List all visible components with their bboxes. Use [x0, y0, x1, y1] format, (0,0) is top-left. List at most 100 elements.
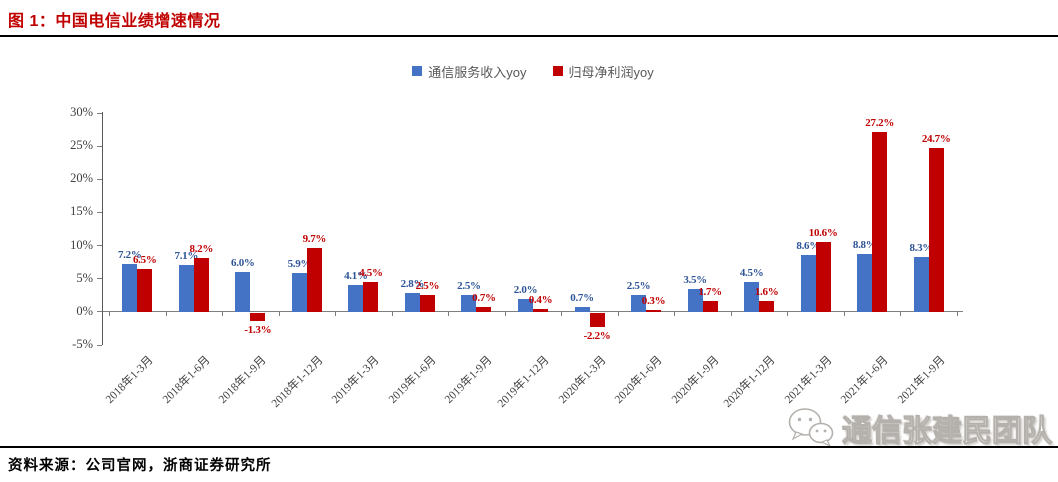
title-divider — [0, 35, 1058, 37]
bar-revenue — [178, 264, 194, 312]
x-axis-tick — [278, 311, 280, 316]
bar-data-label: 24.7% — [921, 133, 951, 146]
legend-label: 通信服务收入yoy — [428, 64, 527, 80]
x-axis-tick — [617, 311, 619, 316]
figure-title: 图 1：中国电信业绩增速情况 — [8, 13, 221, 30]
bar-data-label: 5.9% — [287, 257, 312, 270]
x-axis-tick — [109, 311, 110, 316]
y-axis-label: 0% — [76, 303, 93, 318]
bar-data-label: -2.2% — [583, 330, 611, 343]
bar-data-label: 2.5% — [415, 280, 440, 293]
y-axis-tick — [97, 145, 102, 147]
bar-revenue — [744, 282, 760, 312]
footer-divider — [0, 446, 1058, 448]
bar-revenue — [122, 264, 138, 312]
bar-profit — [193, 257, 209, 312]
bar-revenue — [404, 293, 420, 312]
bar-revenue — [291, 272, 307, 312]
bar-data-label: 4.5% — [739, 267, 764, 280]
bar-data-label: 0.7% — [570, 292, 594, 305]
bar-data-label: 10.6% — [808, 226, 838, 239]
y-axis-label: 10% — [70, 237, 93, 252]
wechat-icon — [788, 408, 834, 448]
bar-revenue — [574, 307, 590, 312]
y-axis-tick — [97, 178, 102, 180]
y-axis-tick — [97, 311, 102, 313]
y-axis-tick — [97, 278, 102, 280]
bar-revenue — [235, 272, 251, 312]
bar-profit — [533, 309, 548, 312]
bar-revenue — [631, 295, 647, 312]
bar-data-label: 4.1% — [344, 269, 368, 282]
x-axis-tick — [787, 311, 789, 316]
bar-data-label: 4.5% — [359, 267, 383, 280]
x-axis-tick — [504, 311, 506, 316]
y-axis-label: 20% — [70, 171, 93, 186]
y-axis-tick — [97, 112, 102, 114]
bar-data-label: 7.1% — [174, 249, 199, 262]
bar-profit — [476, 307, 492, 312]
bar-revenue — [348, 284, 364, 312]
legend-swatch — [412, 66, 423, 76]
bar-profit — [646, 309, 662, 312]
x-axis-tick — [674, 311, 676, 316]
bar-data-label: 0.4% — [528, 294, 553, 307]
bar-profit — [759, 301, 775, 312]
bar-revenue — [800, 254, 816, 312]
bar-profit — [872, 131, 888, 312]
bar-data-label: 6.0% — [231, 257, 255, 270]
legend-label: 归母净利润yoy — [568, 64, 654, 80]
bar-data-label: 2.8% — [400, 278, 425, 291]
bar-profit — [137, 268, 153, 312]
x-axis-tick — [448, 311, 450, 316]
source-attribution: 资料来源：公司官网，浙商证券研究所 — [8, 458, 272, 474]
x-axis-tick — [222, 311, 224, 316]
bar-profit — [419, 295, 435, 312]
bar-profit — [363, 282, 379, 312]
bar-data-label: 8.6% — [796, 239, 820, 252]
y-axis-tick — [97, 211, 102, 213]
bar-profit — [702, 300, 718, 312]
y-axis-label: 30% — [70, 105, 93, 119]
y-axis-label: 15% — [70, 204, 93, 219]
bar-data-label: -1.3% — [244, 324, 272, 337]
bar-data-label: 2.5% — [457, 280, 481, 293]
bar-revenue — [518, 298, 533, 312]
bar-revenue — [461, 295, 477, 312]
bar-data-label: 2.0% — [513, 283, 538, 296]
y-axis-tick — [97, 344, 102, 346]
bar-data-label: 1.6% — [754, 286, 779, 299]
bar-data-label: 0.3% — [641, 294, 666, 307]
bar-data-label: 0.7% — [472, 292, 496, 305]
bar-revenue — [913, 256, 929, 312]
bar-data-label: 6.5% — [132, 253, 157, 266]
x-axis-tick — [900, 311, 902, 316]
x-axis-tick — [335, 311, 337, 316]
bar-data-label: 1.7% — [698, 285, 722, 298]
x-axis-tick — [561, 311, 563, 316]
legend-item: 通信服务收入yoy — [412, 62, 527, 81]
y-axis-tick — [97, 245, 102, 247]
x-axis-tick — [165, 311, 167, 316]
bar-data-label: 27.2% — [865, 116, 895, 129]
bar-profit — [589, 312, 605, 328]
bar-data-label: 9.7% — [302, 232, 327, 245]
bar-data-label: 7.2% — [117, 249, 142, 262]
y-axis-label: 25% — [70, 138, 93, 153]
bar-profit — [815, 241, 831, 312]
bar-data-label: 3.5% — [683, 273, 707, 286]
bar-data-label: 8.8% — [852, 238, 877, 251]
y-axis-label: -5% — [72, 337, 93, 351]
bar-profit — [306, 247, 322, 312]
bar-data-label: 2.5% — [626, 280, 651, 293]
bar-data-label: 8.3% — [909, 241, 933, 254]
legend-item: 归母净利润yoy — [552, 62, 654, 81]
bar-revenue — [857, 253, 873, 312]
bar-profit — [250, 312, 266, 322]
bar-profit — [928, 148, 944, 312]
y-axis-label: 5% — [76, 270, 93, 285]
y-axis-line — [102, 112, 103, 345]
chart-legend: 通信服务收入yoy 归母净利润yoy — [103, 62, 963, 80]
x-axis-tick — [391, 311, 393, 316]
